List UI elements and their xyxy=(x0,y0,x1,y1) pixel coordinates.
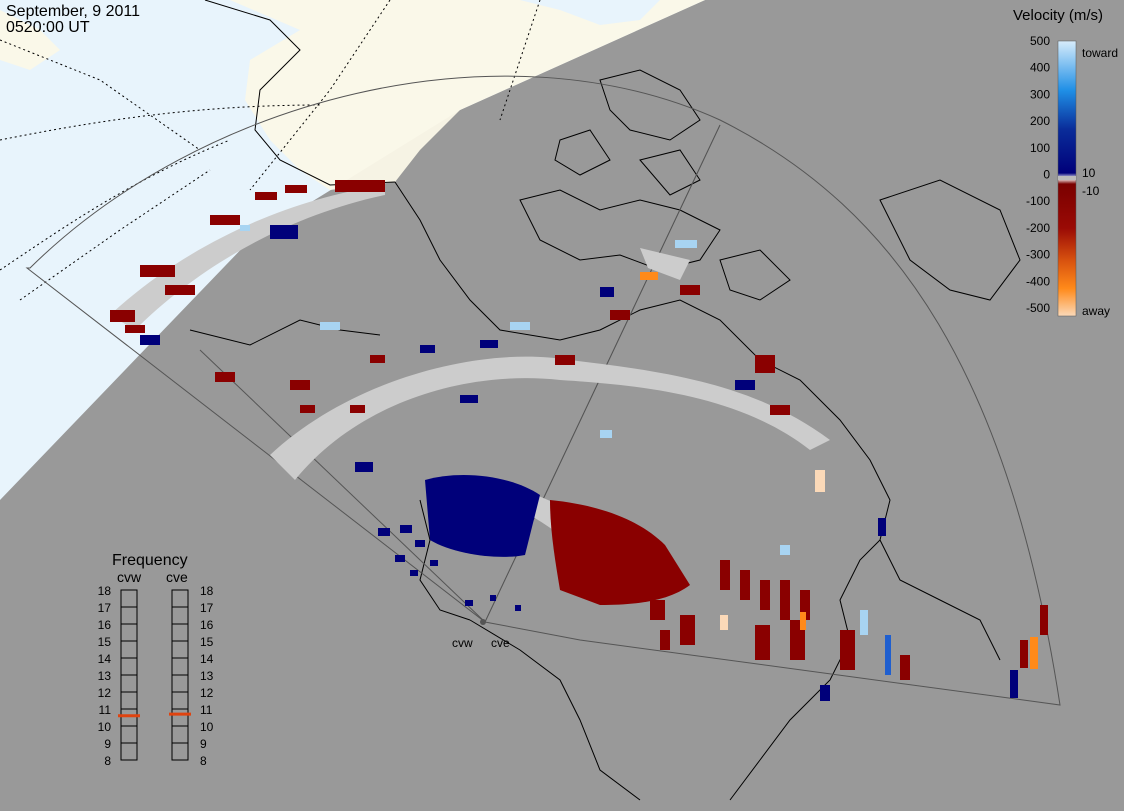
frequency-tick-right: 8 xyxy=(200,754,207,768)
daylight-land xyxy=(0,0,705,190)
threshold-pos: 10 xyxy=(1082,166,1096,180)
frequency-tick-right: 15 xyxy=(200,635,214,649)
frequency-tick-right: 11 xyxy=(200,703,213,717)
velocity-tick-label: -300 xyxy=(1026,248,1050,262)
velocity-tick-label: 300 xyxy=(1030,87,1050,101)
velocity-tick-label: -500 xyxy=(1026,301,1050,315)
velocity-tick-label: -100 xyxy=(1026,194,1050,208)
frequency-tick-right: 17 xyxy=(200,601,214,615)
frequency-tick-left: 9 xyxy=(104,737,111,751)
away-cluster xyxy=(110,180,1048,680)
frequency-tick-right: 16 xyxy=(200,618,214,632)
frequency-cell xyxy=(171,742,189,761)
velocity-tick-label: 500 xyxy=(1030,34,1050,48)
frequency-tick-left: 10 xyxy=(98,720,112,734)
frequency-tick-left: 12 xyxy=(98,686,112,700)
frequency-tick-left: 13 xyxy=(98,669,112,683)
radar-site-marker xyxy=(480,619,486,625)
velocity-colorbar: Velocity (m/s) toward away 10 -10 500 400… xyxy=(1013,7,1118,318)
frequency-tick-left: 14 xyxy=(98,652,112,666)
frequency-panel: Frequency cvw cve 18 18 17 17 16 16 15 15 14 14 13… xyxy=(98,552,214,768)
frequency-cve-label: cve xyxy=(166,569,188,585)
date-label: September, 9 2011 xyxy=(6,3,140,20)
frequency-cell xyxy=(120,742,138,761)
frequency-tick-right: 9 xyxy=(200,737,207,751)
frequency-tick-right: 14 xyxy=(200,652,214,666)
daylight-region xyxy=(0,0,705,500)
ground-scatter-swatch xyxy=(1058,176,1076,180)
velocity-title: Velocity (m/s) xyxy=(1013,7,1103,24)
coastline-alaska xyxy=(204,0,396,186)
frequency-tick-right: 13 xyxy=(200,669,214,683)
velocity-tick-label: 0 xyxy=(1043,168,1050,182)
frequency-tick-left: 8 xyxy=(104,754,111,768)
away-label: away xyxy=(1082,304,1110,318)
velocity-tick-label: 100 xyxy=(1030,141,1050,155)
time-label: 0520:00 UT xyxy=(6,19,90,36)
threshold-neg: -10 xyxy=(1082,184,1100,198)
graticule xyxy=(0,0,541,301)
frequency-cvw-label: cvw xyxy=(117,569,142,585)
frequency-tick-left: 11 xyxy=(99,703,112,717)
max-away-points xyxy=(720,470,825,630)
velocity-ticks: 500 400 300 200 100 0 -100 -200 -300 -400 -500 xyxy=(1026,34,1050,315)
fast-toward-points xyxy=(240,225,868,635)
frequency-tick-left: 15 xyxy=(98,635,112,649)
toward-label: toward xyxy=(1082,46,1118,60)
frequency-tick-right: 12 xyxy=(200,686,214,700)
velocity-tick-label: -200 xyxy=(1026,221,1050,235)
radar-label-west: cvw xyxy=(452,636,473,650)
frequency-tick-right: 10 xyxy=(200,720,214,734)
frequency-tick-left: 17 xyxy=(98,601,112,615)
velocity-tick-label: -400 xyxy=(1026,274,1050,288)
frequency-tick-left: 16 xyxy=(98,618,112,632)
frequency-tick-right: 18 xyxy=(200,584,214,598)
coastlines xyxy=(189,69,1021,801)
velocity-tick-label: 200 xyxy=(1030,114,1050,128)
radar-label-east: cve xyxy=(491,636,510,650)
toward-cluster xyxy=(140,225,1018,701)
frequency-ticks: 18 18 17 17 16 16 15 15 14 14 13 13 12 12 11 11 10 10 9 9 8 8 xyxy=(98,584,214,768)
medium-toward-points xyxy=(885,635,891,675)
frequency-tick-left: 18 xyxy=(98,584,112,598)
fast-away-points xyxy=(640,272,1038,669)
frequency-title: Frequency xyxy=(112,552,188,569)
velocity-tick-label: 400 xyxy=(1030,61,1050,75)
